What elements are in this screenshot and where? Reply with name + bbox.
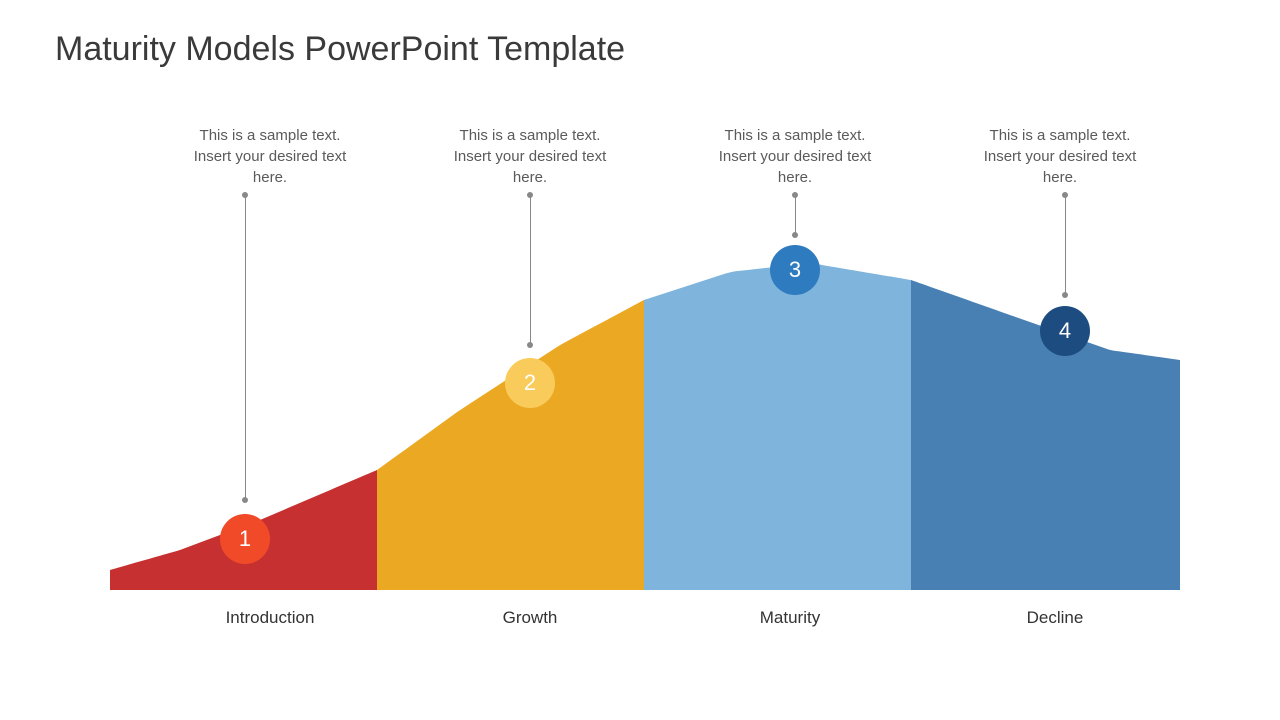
stage-badge-1: 1: [220, 514, 270, 564]
leader-dot-bottom-1: [242, 497, 248, 503]
stage-area-3: [644, 263, 911, 590]
stage-badge-2: 2: [505, 358, 555, 408]
stage-label-1: Introduction: [210, 608, 330, 628]
leader-dot-bottom-4: [1062, 292, 1068, 298]
leader-line-4: [1065, 195, 1066, 295]
stage-description-1: This is a sample text. Insert your desir…: [180, 125, 360, 188]
stage-description-3: This is a sample text. Insert your desir…: [705, 125, 885, 188]
stage-label-3: Maturity: [730, 608, 850, 628]
leader-dot-bottom-3: [792, 232, 798, 238]
lifecycle-chart: This is a sample text. Insert your desir…: [110, 100, 1180, 660]
stage-badge-4: 4: [1040, 306, 1090, 356]
leader-line-3: [795, 195, 796, 235]
page-title: Maturity Models PowerPoint Template: [55, 30, 625, 69]
stage-label-2: Growth: [470, 608, 590, 628]
leader-line-2: [530, 195, 531, 345]
stage-area-2: [377, 300, 644, 590]
stage-badge-3: 3: [770, 245, 820, 295]
stage-label-4: Decline: [995, 608, 1115, 628]
stage-description-4: This is a sample text. Insert your desir…: [970, 125, 1150, 188]
leader-line-1: [245, 195, 246, 500]
leader-dot-bottom-2: [527, 342, 533, 348]
stage-description-2: This is a sample text. Insert your desir…: [440, 125, 620, 188]
